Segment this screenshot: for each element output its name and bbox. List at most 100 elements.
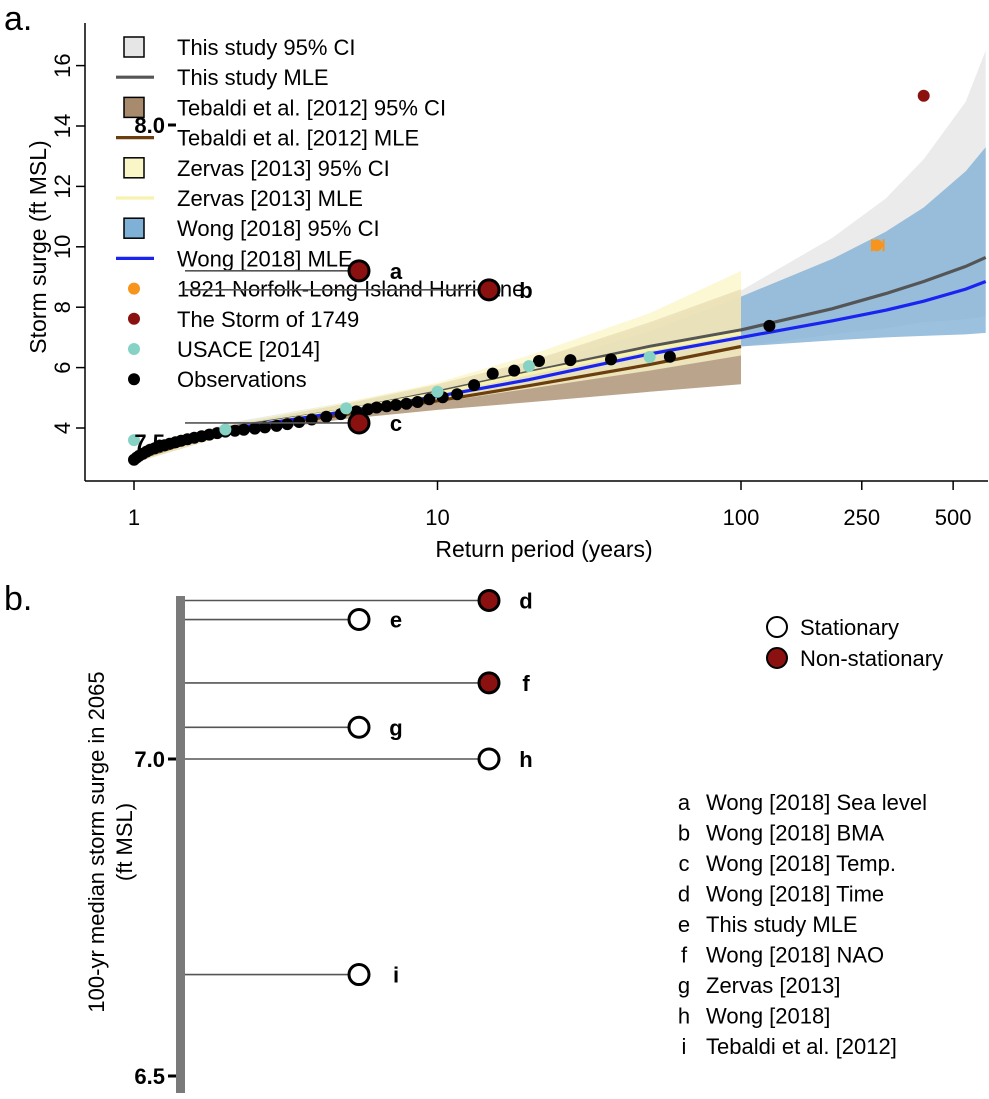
data-point-0 [281, 418, 294, 431]
y-tick-label: 14 [50, 114, 75, 138]
x-tick-label: 10 [425, 505, 449, 530]
key-label: Tebaldi et al. [2012] [706, 1034, 897, 1059]
data-point-0 [228, 424, 241, 437]
marker-a [347, 259, 371, 283]
data-point-0 [390, 399, 402, 411]
marker-h [477, 747, 501, 771]
key-letter: h [678, 1004, 690, 1029]
data-point-0 [270, 419, 283, 432]
data-point-0 [468, 379, 481, 392]
x-tick-label: 500 [935, 505, 972, 530]
panel-b-items: a b c d e f g h i [185, 259, 533, 988]
marker-i [347, 963, 371, 987]
key-letter: e [678, 912, 690, 937]
data-point-0 [400, 397, 413, 410]
data-point-0 [411, 396, 424, 408]
legend-label: Non-stationary [800, 646, 943, 671]
marker-letter-d: d [519, 589, 532, 614]
panel-b-axis-bar [176, 596, 185, 1093]
data-point-1 [128, 434, 140, 447]
data-point-0 [533, 355, 545, 367]
y-tick-label: 4 [50, 422, 75, 434]
y-tick-label: 6.5 [134, 1064, 165, 1089]
legend-swatch [123, 217, 145, 239]
legend-swatch [123, 157, 145, 179]
data-point-0 [605, 353, 617, 366]
data-point-1 [431, 385, 444, 398]
data-point-0 [237, 423, 250, 436]
y-tick-label: 10 [50, 235, 75, 259]
key-label: Wong [2018] Temp. [706, 851, 896, 876]
y-tick-label: 7.0 [134, 747, 165, 772]
key-letter: a [678, 790, 691, 815]
marker-letter-e: e [390, 608, 402, 633]
key-label: Wong [2018] Sea level [706, 790, 927, 815]
marker-f [477, 671, 501, 695]
y-tick-label: 16 [50, 53, 75, 77]
marker-letter-g: g [389, 715, 402, 740]
data-point-0 [370, 401, 383, 414]
data-point-0 [663, 350, 676, 363]
legend-label: Tebaldi et al. [2012] MLE [177, 126, 419, 151]
legend-label: The Storm of 1749 [177, 307, 359, 332]
y-tick-label: 7.5 [134, 430, 165, 455]
x-tick-label: 100 [723, 505, 760, 530]
y-tick-label: 12 [50, 174, 75, 198]
data-point-1 [643, 351, 656, 363]
data-point-0 [248, 422, 261, 435]
panel-a-x-axis-title: Return period (years) [435, 536, 652, 562]
legend-label: This study 95% CI [177, 35, 356, 60]
panel-b-legend: Stationary Non-stationary [766, 615, 943, 671]
panel-b-label: b. [4, 580, 32, 618]
y-tick-label: 6 [50, 361, 75, 373]
key-letter: d [678, 882, 690, 907]
data-point-0 [258, 421, 271, 434]
marker-e [347, 608, 371, 632]
legend-label: Stationary [800, 615, 899, 640]
marker-letter-i: i [393, 963, 399, 988]
legend-label: Wong [2018] MLE [177, 246, 353, 271]
panel-a-points [128, 89, 930, 466]
data-point-0 [486, 367, 499, 380]
panel-b-axis: 6.5 7.0 7.5 8.0 [134, 113, 176, 1089]
data-point-3 [870, 239, 883, 252]
key-label: Wong [2018] NAO [706, 943, 884, 968]
data-point-0 [293, 416, 306, 428]
legend-label: Zervas [2013] MLE [177, 186, 363, 211]
data-point-2 [917, 89, 930, 102]
key-label: This study MLE [706, 912, 858, 937]
data-point-0 [380, 400, 393, 413]
marker-d [477, 589, 501, 612]
panel-a-y-axis-title: Storm surge (ft MSL) [25, 140, 51, 353]
legend-label: USACE [2014] [177, 337, 320, 362]
legend-swatch [128, 282, 140, 295]
data-point-0 [564, 354, 577, 367]
panel-a-label: a. [4, 0, 32, 38]
legend-marker [766, 647, 788, 669]
legend-label: Zervas [2013] 95% CI [177, 156, 390, 181]
legend-label: Observations [177, 367, 307, 392]
key-letter: i [682, 1034, 687, 1059]
key-label: Wong [2018] Time [706, 882, 884, 907]
legend-swatch [128, 312, 140, 325]
marker-g [347, 715, 371, 739]
marker-c [347, 411, 371, 435]
data-point-1 [522, 360, 535, 373]
key-label: Wong [2018] BMA [706, 821, 884, 846]
marker-letter-h: h [519, 747, 532, 772]
legend-swatch [128, 373, 140, 386]
data-point-1 [340, 402, 353, 415]
data-point-0 [508, 364, 521, 377]
panel-a-legend: This study 95% CI This study MLE Tebaldi e… [116, 35, 524, 392]
data-point-0 [763, 319, 776, 332]
panel-a-axes: 1 10 100 250 500 4 6 8 10 12 14 16 [50, 23, 988, 530]
ci-band-1 [225, 147, 986, 434]
key-letter: g [678, 973, 690, 998]
panel-b-y-axis-title: 100-yr median storm surge in 2065 [84, 671, 109, 1012]
marker-letter-f: f [522, 671, 530, 696]
legend-swatch [123, 96, 145, 119]
y-tick-label: 8 [50, 301, 75, 313]
data-point-1 [219, 423, 232, 436]
